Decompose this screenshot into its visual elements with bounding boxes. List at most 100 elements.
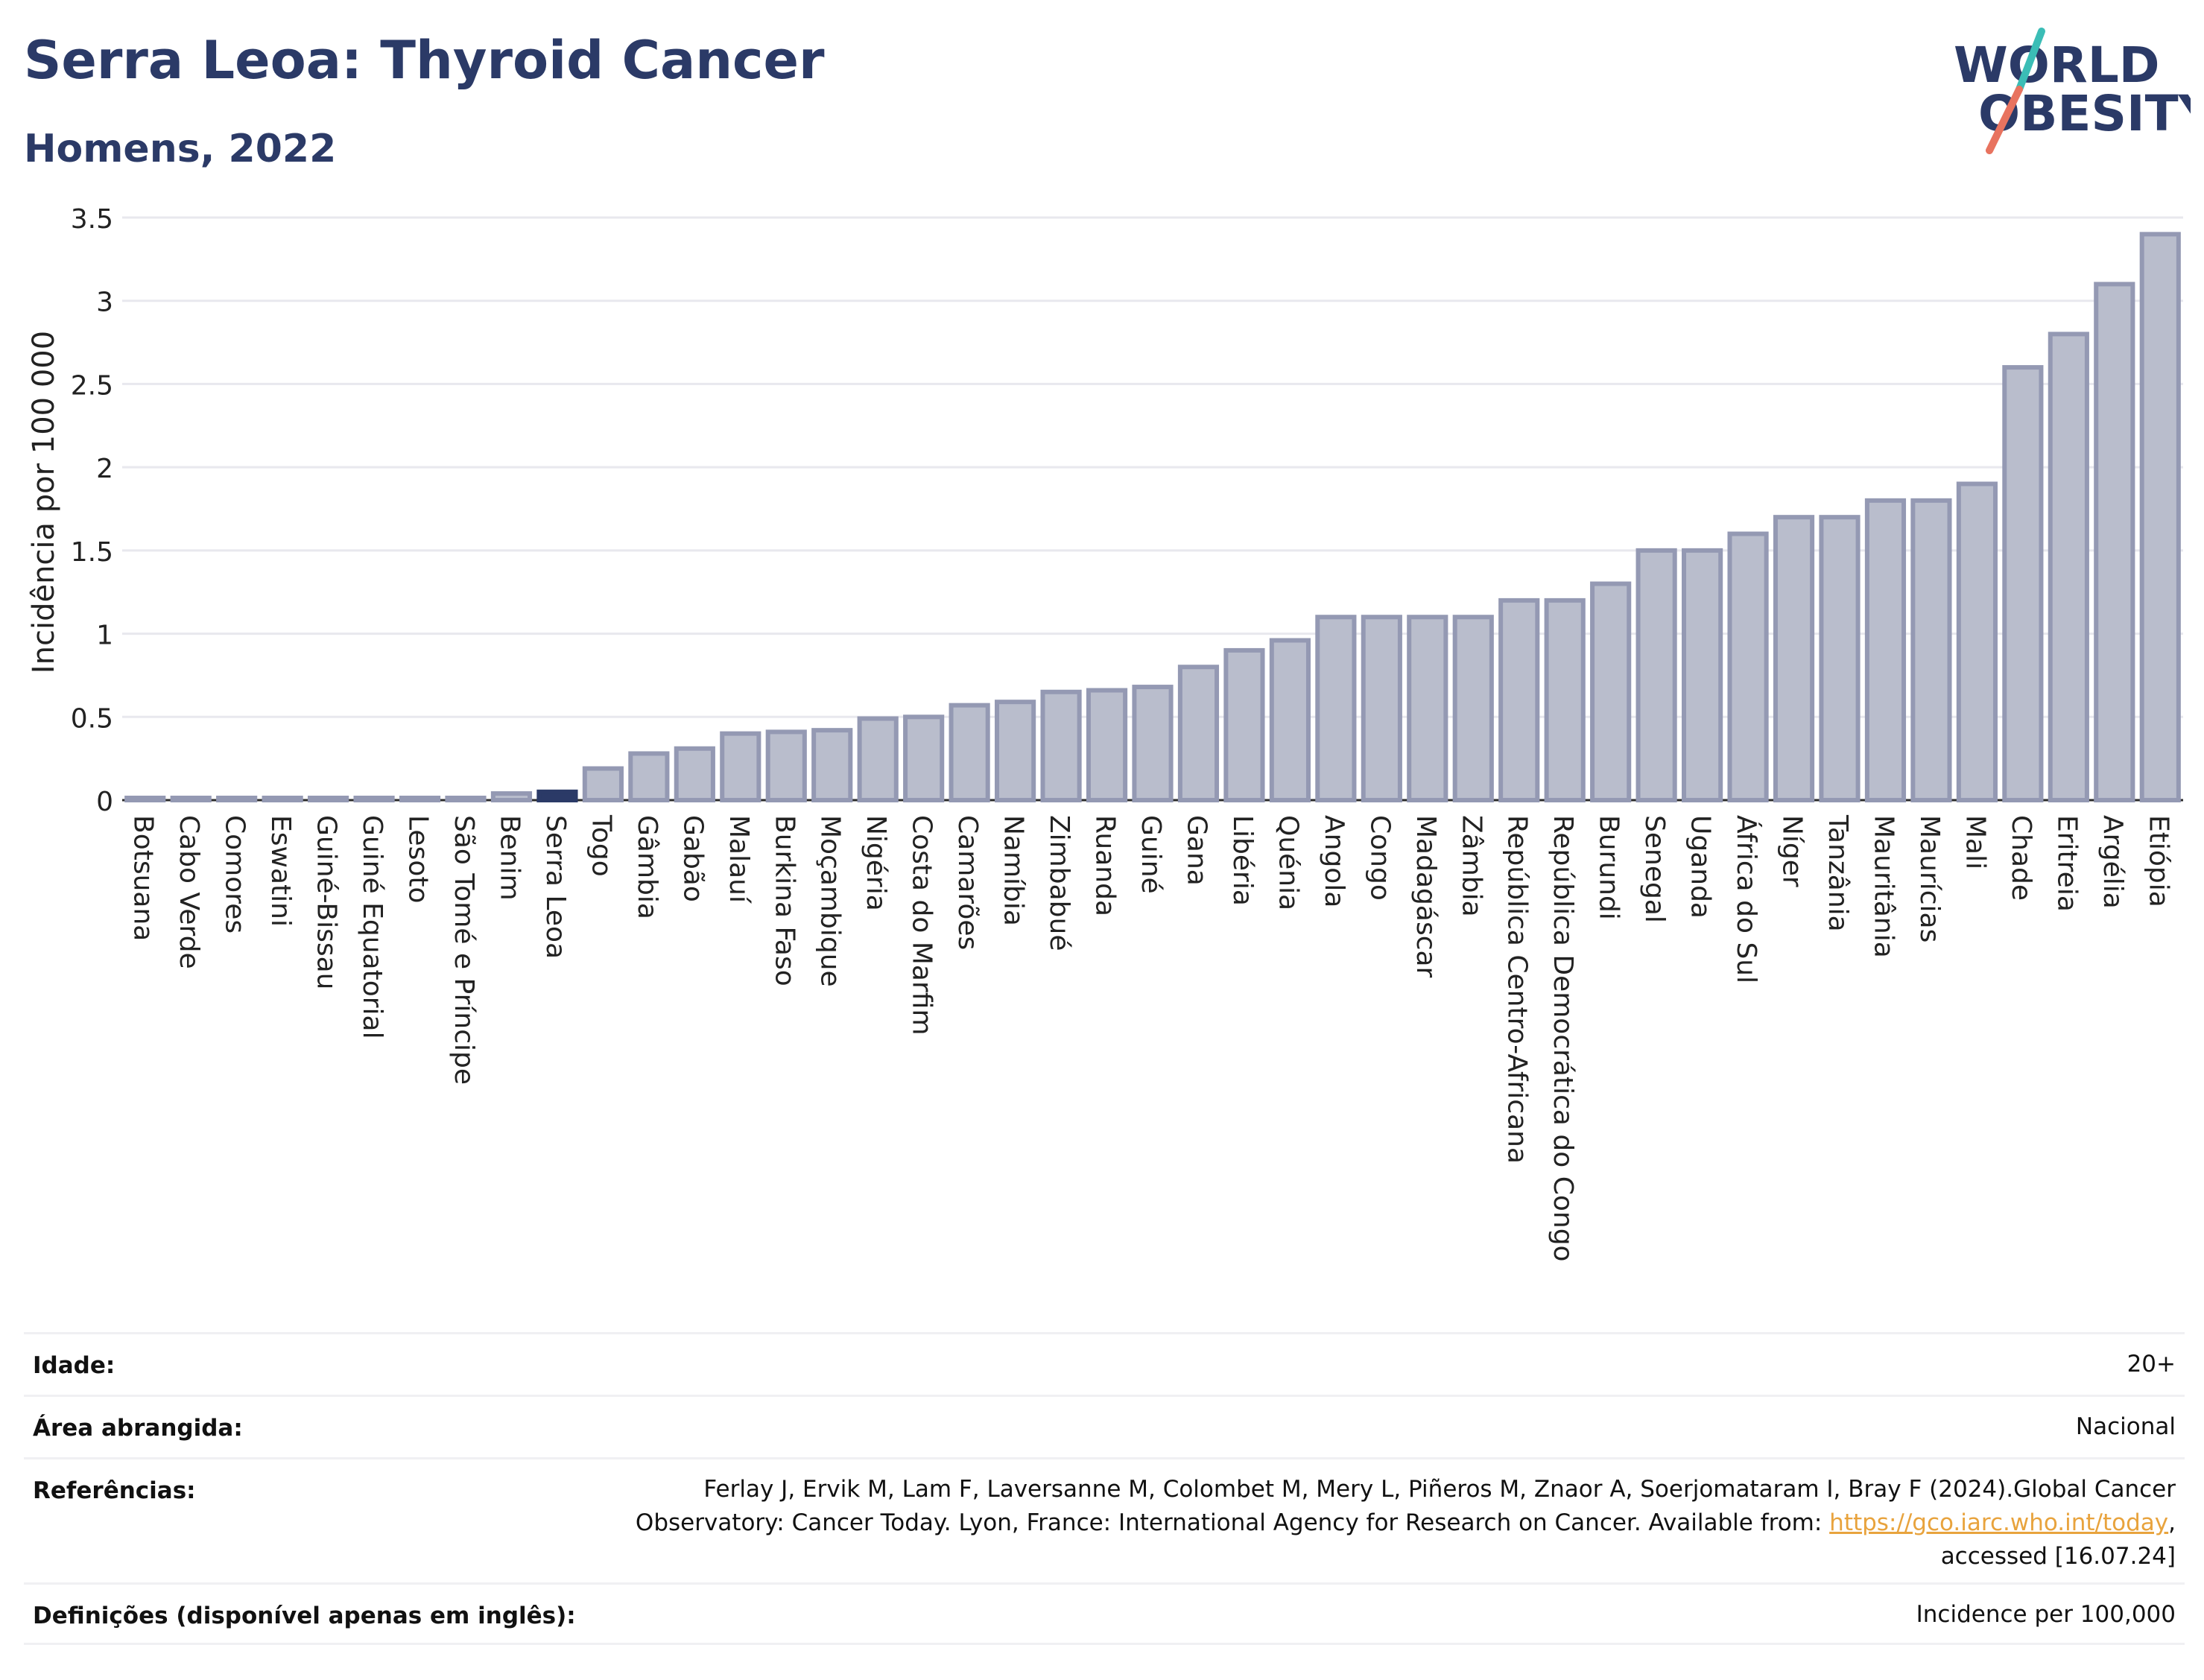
x-tick-label: Maurícias: [1914, 815, 1945, 942]
y-tick-label: 0.5: [71, 703, 113, 734]
bar: [1498, 597, 1540, 803]
bar: [674, 746, 715, 802]
bar: [1864, 498, 1907, 802]
x-tick-label: Guiné Equatorial: [357, 815, 387, 1039]
x-tick-label: Burkina Faso: [769, 815, 799, 986]
x-tick-label: Uganda: [1685, 815, 1716, 919]
x-tick-label: Mauritânia: [1868, 815, 1899, 958]
reference-text-3: ,: [2168, 1509, 2176, 1536]
bar: [1452, 615, 1494, 802]
bar: [1727, 531, 1769, 802]
references-value: Ferlay J, Ervik M, Lam F, Laversanne M, …: [636, 1473, 2176, 1582]
x-tick-label: Eswatini: [265, 815, 296, 927]
age-value: 20+: [2127, 1351, 2176, 1378]
y-tick-label: 1.5: [71, 537, 113, 568]
x-tick-label: Etiópia: [2143, 815, 2173, 907]
bar: [1910, 498, 1952, 802]
x-tick-label: Zimbabué: [1044, 815, 1074, 951]
bar: [1086, 688, 1128, 803]
bar: [2002, 365, 2044, 803]
x-tick-label: África do Sul: [1731, 815, 1762, 983]
bar: [1819, 515, 1861, 803]
area-label: Área abrangida:: [33, 1415, 243, 1442]
x-tick-label: Tanzânia: [1823, 814, 1853, 932]
bar: [1223, 647, 1265, 803]
x-tick-label: Togo: [586, 814, 616, 877]
logo-line1: WORLD: [1954, 37, 2160, 94]
y-tick-label: 3.5: [71, 204, 113, 235]
bar: [1590, 581, 1632, 802]
bars: [124, 232, 2181, 803]
y-tick-label: 3: [96, 288, 113, 318]
reference-link[interactable]: https://gco.iarc.who.int/today: [1829, 1509, 2169, 1536]
bar-chart: 0 0.5 1 1.5 2 2.5 3 3.5 Botsuana Cabo Verde Comore…: [27, 204, 2183, 1262]
bar: [1682, 548, 1723, 802]
x-tick-label: Camarões: [952, 815, 983, 950]
bar: [2094, 282, 2135, 803]
x-tick-label: Cabo Verde: [174, 815, 204, 969]
x-tick-label: Burundi: [1594, 815, 1624, 920]
definitions-value: Incidence per 100,000: [1916, 1601, 2176, 1628]
reference-text-2: Observatory: Cancer Today. Lyon, France:…: [635, 1509, 1830, 1536]
logo-slash-teal: [2015, 28, 2045, 93]
bar: [1315, 615, 1357, 802]
x-tick-label: Madagáscar: [1410, 815, 1441, 978]
x-tick-label: Gana: [1181, 815, 1212, 886]
bar: [1361, 615, 1402, 802]
bar: [1132, 685, 1174, 802]
definitions-label: Definições (disponível apenas em inglês)…: [33, 1603, 576, 1629]
x-tick-label: República Centro-Africana: [1502, 815, 1533, 1164]
bar: [1956, 481, 1998, 802]
x-tick-label: Serra Leoa: [540, 815, 571, 959]
x-tick-label: Quénia: [1273, 815, 1303, 910]
bar: [949, 703, 990, 802]
bar: [903, 714, 945, 802]
world-obesity-logo: WORLD OBESITY: [1954, 28, 2191, 154]
info-row-age: Idade: 20+: [24, 1332, 2185, 1395]
bar: [2048, 332, 2089, 802]
reference-text-4: accessed [16.07.24]: [1940, 1543, 2176, 1570]
bar: [2139, 232, 2181, 803]
info-row-references: Referências: Ferlay J, Ervik M, Lam F, L…: [24, 1457, 2185, 1582]
info-row-definitions: Definições (disponível apenas em inglês)…: [24, 1582, 2185, 1645]
bar: [308, 796, 349, 802]
bar: [1040, 689, 1082, 802]
x-tick-label: Senegal: [1639, 815, 1670, 923]
x-tick-label: Argélia: [2097, 815, 2128, 909]
bar: [170, 796, 212, 802]
x-tick-label: República Democrática do Congo: [1548, 815, 1578, 1262]
bar: [720, 731, 761, 803]
y-tick-label: 2.5: [71, 370, 113, 401]
x-tick-label: Nigéria: [861, 815, 891, 911]
x-tick-label: Gabão: [677, 815, 708, 902]
y-tick-label: 2: [96, 454, 113, 484]
x-tick-label: Angola: [1319, 815, 1349, 907]
x-tick-label: Gâmbia: [632, 815, 662, 919]
x-tick-label: Guiné-Bissau: [311, 815, 342, 989]
bar: [1635, 548, 1677, 802]
reference-text-1: Ferlay J, Ervik M, Lam F, Laversanne M, …: [703, 1476, 2176, 1503]
x-tick-label: Libéria: [1227, 815, 1258, 906]
x-tick-label: Mali: [1960, 815, 1990, 869]
bar: [353, 796, 395, 802]
x-tick-label: Benim: [494, 815, 525, 901]
x-tick-label: Lesoto: [403, 815, 434, 904]
x-tick-label: Malauí: [723, 815, 754, 904]
bar: [811, 728, 853, 802]
x-tick-label: Ruanda: [1090, 815, 1121, 916]
x-tick-label: Níger: [1777, 815, 1808, 887]
page-title: Serra Leoa: Thyroid Cancer: [24, 30, 825, 91]
y-tick-label: 0: [96, 787, 113, 817]
info-table: Idade: 20+ Área abrangida: Nacional Refe…: [24, 1332, 2185, 1645]
age-label: Idade:: [33, 1352, 115, 1379]
x-tick-label: Botsuana: [128, 815, 159, 941]
x-tick-label: Chade: [2006, 815, 2036, 901]
bar: [445, 796, 487, 802]
bar: [857, 716, 899, 803]
bar: [399, 796, 441, 802]
bar: [582, 766, 624, 803]
info-row-area: Área abrangida: Nacional: [24, 1395, 2185, 1457]
bar: [1544, 597, 1586, 803]
x-tick-label: Costa do Marfim: [907, 815, 937, 1036]
references-label: Referências:: [33, 1477, 196, 1504]
